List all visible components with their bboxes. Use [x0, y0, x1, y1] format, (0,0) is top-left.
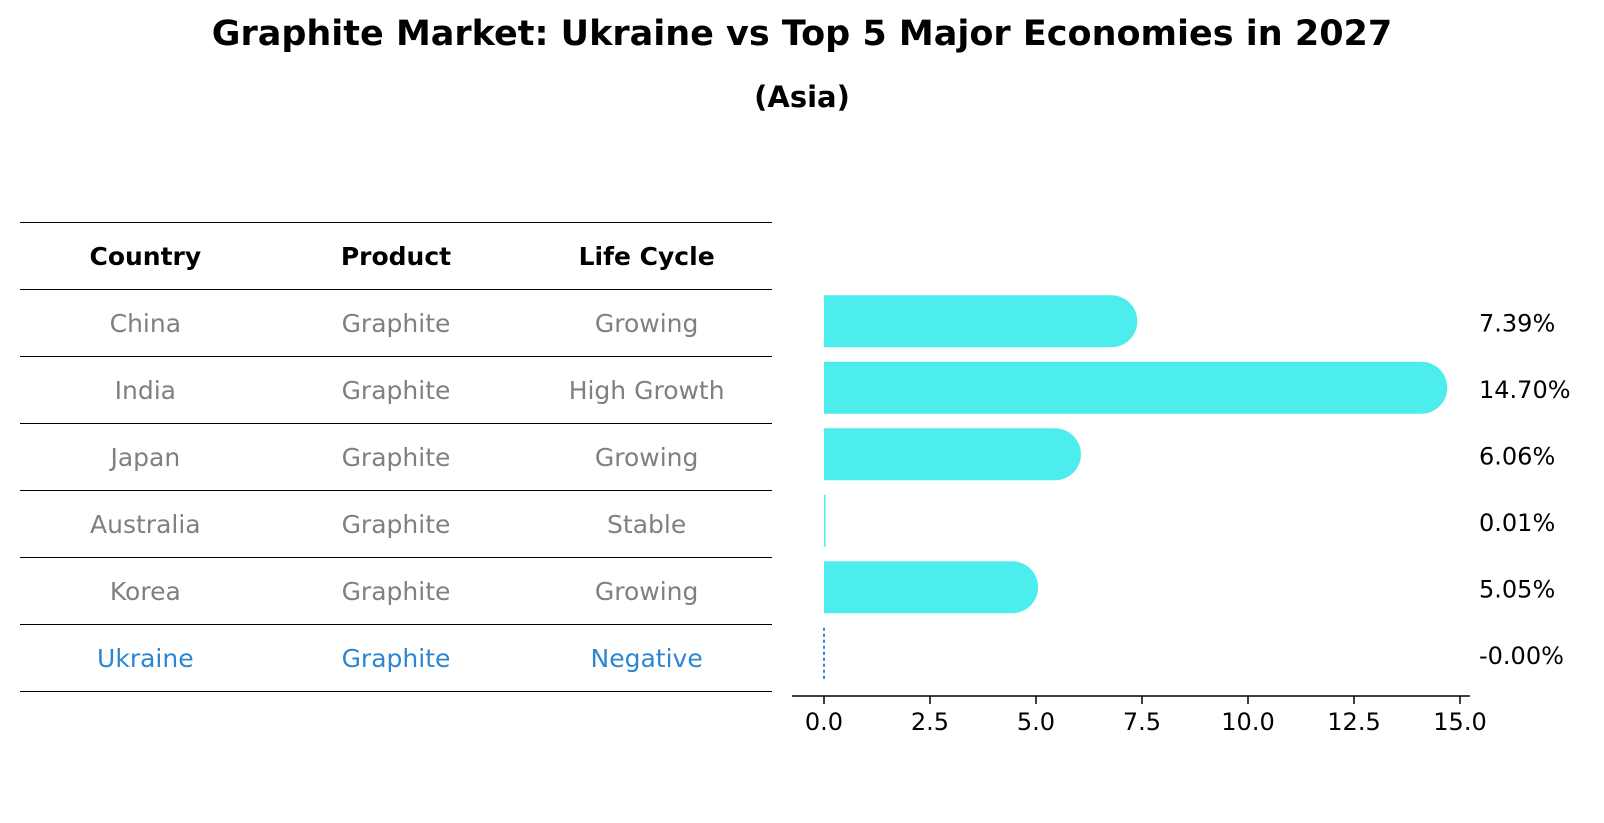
cell-life-cycle: High Growth: [568, 375, 725, 405]
cell-product: Graphite: [341, 576, 451, 606]
bar-korea: [824, 561, 1039, 614]
x-tick-label: 0.0: [805, 708, 843, 736]
table-row-highlight: Ukraine Graphite Negative: [20, 624, 772, 692]
header-product: Product: [340, 241, 452, 271]
bar-china: [824, 295, 1138, 348]
cell-life-cycle: Negative: [590, 643, 703, 673]
cell-life-cycle: Stable: [607, 509, 687, 539]
table-row: India Graphite High Growth: [20, 356, 772, 423]
cell-product: Graphite: [341, 509, 451, 539]
x-tick-label: 15.0: [1433, 708, 1486, 736]
cell-product: Graphite: [341, 308, 451, 338]
value-label: 5.05%: [1479, 575, 1555, 603]
bar-india: [824, 361, 1448, 414]
cell-life-cycle: Growing: [594, 442, 699, 472]
value-label: -0.00%: [1479, 642, 1564, 670]
header-country: Country: [89, 241, 202, 271]
x-tick-label: 12.5: [1327, 708, 1380, 736]
value-label: 14.70%: [1479, 376, 1571, 404]
bar-japan: [824, 428, 1081, 481]
value-label: 0.01%: [1479, 509, 1555, 537]
cell-product: Graphite: [341, 643, 451, 673]
bar-australia: [824, 494, 826, 547]
chart-title: Graphite Market: Ukraine vs Top 5 Major …: [211, 14, 1393, 54]
value-label: 7.39%: [1479, 309, 1555, 337]
cell-country: China: [109, 308, 182, 338]
table-row: Australia Graphite Stable: [20, 490, 772, 557]
cell-product: Graphite: [341, 442, 451, 472]
cell-country: Ukraine: [97, 643, 194, 673]
x-tick-label: 2.5: [911, 708, 949, 736]
cell-country: Korea: [109, 576, 181, 606]
table-row: China Graphite Growing: [20, 289, 772, 356]
cell-country: Australia: [90, 509, 201, 539]
table-header-row: Country Product Life Cycle: [20, 222, 772, 289]
table-row: Japan Graphite Growing: [20, 423, 772, 490]
table-row: Korea Graphite Growing: [20, 557, 772, 624]
cell-life-cycle: Growing: [594, 576, 699, 606]
x-tick-label: 10.0: [1221, 708, 1274, 736]
cell-life-cycle: Growing: [594, 308, 699, 338]
cell-country: Japan: [110, 442, 181, 472]
cell-country: India: [114, 375, 176, 405]
x-tick-label: 5.0: [1017, 708, 1055, 736]
x-tick-label: 7.5: [1123, 708, 1161, 736]
chart-subtitle: (Asia): [754, 80, 850, 114]
cell-product: Graphite: [341, 375, 451, 405]
header-life-cycle: Life Cycle: [578, 241, 715, 271]
data-table: Country Product Life Cycle China Graphit…: [20, 222, 772, 692]
value-label: 6.06%: [1479, 442, 1555, 470]
